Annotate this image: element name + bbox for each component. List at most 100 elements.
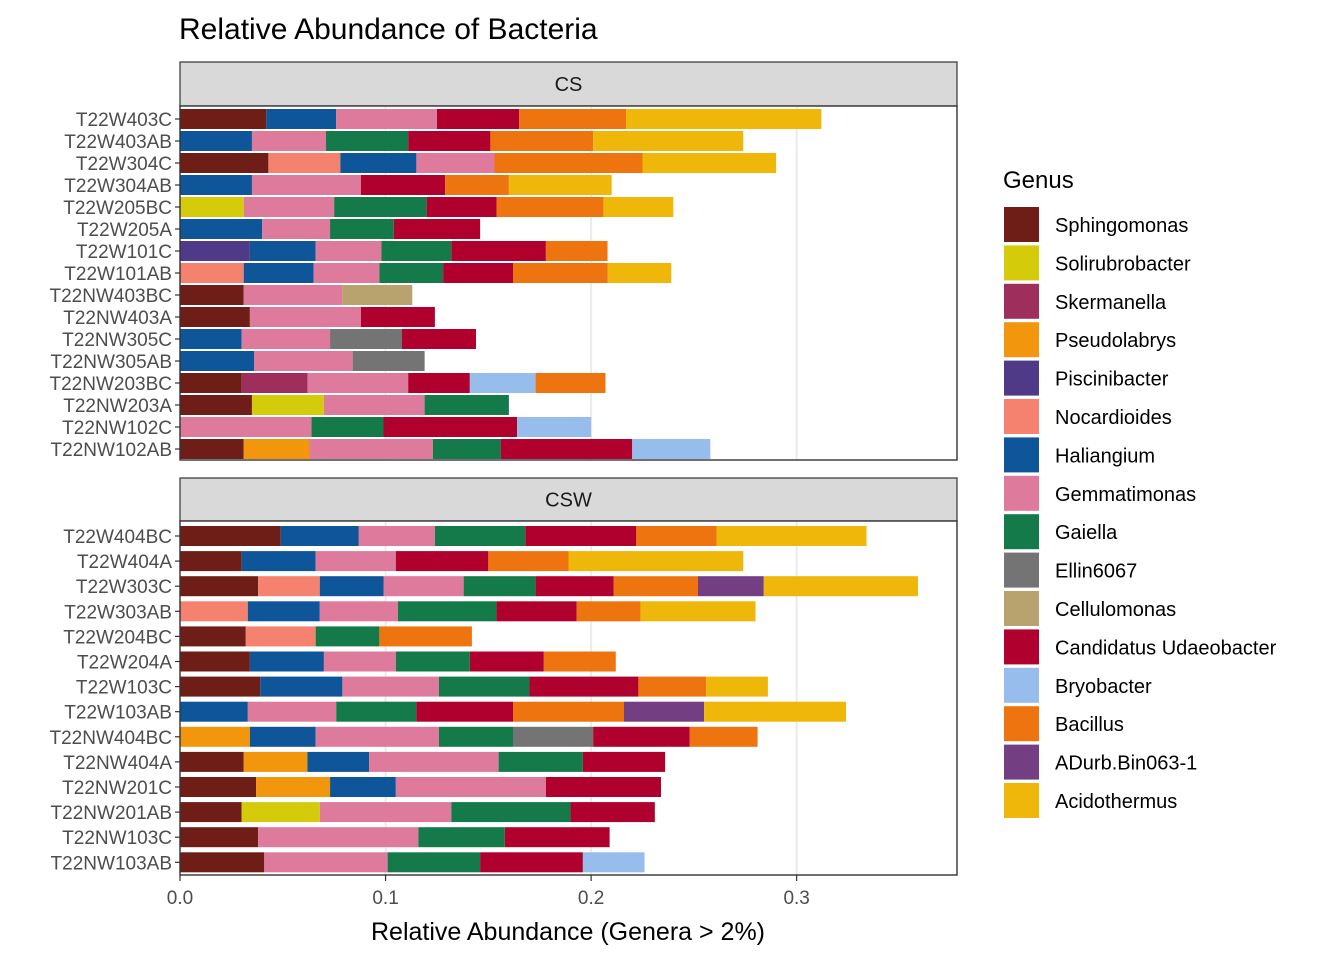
legend-item: Sphingomonas [1004,207,1188,242]
bar-segment-haliangium [180,351,254,371]
bar-segment-gaiella [432,439,501,459]
y-tick-label: T22NW404BC [50,728,173,749]
bar-segment-candidatus-udaeobacter [525,526,637,546]
bar-T22NW102C [180,417,592,437]
legend-swatch [1004,514,1039,550]
legend-label: Skermanella [1055,292,1167,314]
legend-swatch [1004,706,1039,742]
bar-segment-pseudolabrys [180,726,250,747]
x-tick-label: 0.2 [578,888,604,909]
bar-segment-bacillus [494,153,643,173]
bar-segment-gaiella [397,601,497,622]
bar-segment-bacillus [513,701,624,722]
bar-segment-solirubrobacter [180,197,244,217]
legend-swatch [1004,437,1039,473]
bar-T22NW305AB [180,351,425,371]
bar-segment-sphingomonas [180,153,269,173]
x-axis: 0.0 0.1 0.2 0.3 [167,875,810,909]
bar-segment-gaiella [334,197,427,217]
bar-segment-candidatus-udaeobacter [426,197,497,217]
bar-T22W304C [180,153,777,173]
panel-border [179,105,958,461]
facet-strip-label: CSW [545,490,592,512]
bar-segment-sphingomonas [180,777,257,797]
legend-swatch [1004,283,1039,319]
bar-segment-candidatus-udaeobacter [582,751,666,772]
legend-swatch [1004,475,1039,511]
legend-item: Bacillus [1004,706,1124,742]
bar-T22NW403A [180,307,435,327]
legend-swatch [1004,245,1039,281]
bar-segment-acidothermus [603,197,674,217]
x-axis-label: Relative Abundance (Genera > 2%) [371,918,765,946]
bar-T22W103C [180,676,768,697]
legend-swatch [1004,591,1039,626]
bar-segment-sphingomonas [180,827,259,848]
bar-segment-candidatus-udaeobacter [395,551,489,572]
bar-segment-haliangium [243,263,314,283]
y-tick-label: T22NW203BC [50,374,173,395]
bar-segment-gemmatimonas [262,219,331,239]
legend-item: ADurb.Bin063-1 [1004,744,1197,780]
bar-segment-bacillus [613,576,698,597]
legend-label: Gemmatimonas [1055,484,1196,506]
bar-segment-gemmatimonas [307,373,409,393]
bar-segment-gaiella [315,626,380,647]
y-tick-label: T22NW102C [62,418,172,439]
bar-segment-candidatus-udaeobacter [360,307,435,327]
bar-segment-gemmatimonas [315,241,382,261]
bar-segment-bryobacter [469,373,536,393]
bar-segment-acidothermus [593,131,744,151]
bar-segment-acidothermus [640,601,756,622]
bar-segment-acidothermus [642,153,777,173]
bar-T22W205A [180,219,481,239]
y-tick-label: T22W204BC [63,627,172,648]
bar-segment-gemmatimonas [315,726,439,747]
bar-segment-gaiella [325,131,409,151]
bar-segment-gaiella [379,263,444,283]
bar-T22W103AB [180,701,846,722]
bar-segment-bacillus [543,651,616,672]
bar-segment-gaiella [336,701,417,722]
legend-item: Bryobacter [1004,667,1152,703]
bar-segment-haliangium [249,726,316,747]
bar-segment-gemmatimonas [313,263,380,283]
bar-segment-candidatus-udaeobacter [504,827,610,848]
legend-label: Candidatus Udaeobacter [1055,637,1277,659]
bar-segment-candidatus-udaeobacter [393,219,481,239]
y-tick-label: T22W101C [76,242,172,263]
legend-swatch [1004,552,1039,588]
bar-segment-bryobacter [632,439,711,459]
bar-segment-sphingomonas [180,395,252,415]
x-tick-label: 0.1 [372,888,398,909]
bar-segment-bacillus [490,131,594,151]
bar-segment-solirubrobacter [251,395,324,415]
bar-segment-sphingomonas [180,373,242,393]
bar-segment-candidatus-udaeobacter [496,601,577,622]
y-tick-label: T22W205BC [63,198,172,219]
bar-segment-nocardioides [180,263,244,283]
bar-segment-acidothermus [607,263,672,283]
bar-segment-bacillus [488,551,569,572]
bar-segment-gaiella [434,526,526,546]
legend-label: Cellulomonas [1055,599,1176,621]
bar-segment-gaiella [463,576,536,597]
panel-border [179,520,958,876]
y-tick-label: T22W303AB [64,602,172,623]
legend-swatch [1004,207,1039,242]
bar-segment-candidatus-udaeobacter [535,576,614,597]
legend-item: Nocardioides [1004,399,1172,434]
bar-segment-gemmatimonas [315,551,396,572]
bar-segment-gaiella [498,751,583,772]
bar-segment-gemmatimonas [336,109,437,129]
bar-segment-gemmatimonas [264,852,388,873]
legend-swatch [1004,629,1039,665]
y-tick-label: T22NW403A [63,308,172,329]
bar-segment-candidatus-udaeobacter [408,373,470,393]
bar-segment-candidatus-udaeobacter [451,241,546,261]
bar-segment-sphingomonas [180,651,250,672]
bar-segment-sphingomonas [180,626,246,647]
bar-segment-adurb-bin063-1 [624,701,705,722]
bar-T22NW404BC [180,726,758,747]
